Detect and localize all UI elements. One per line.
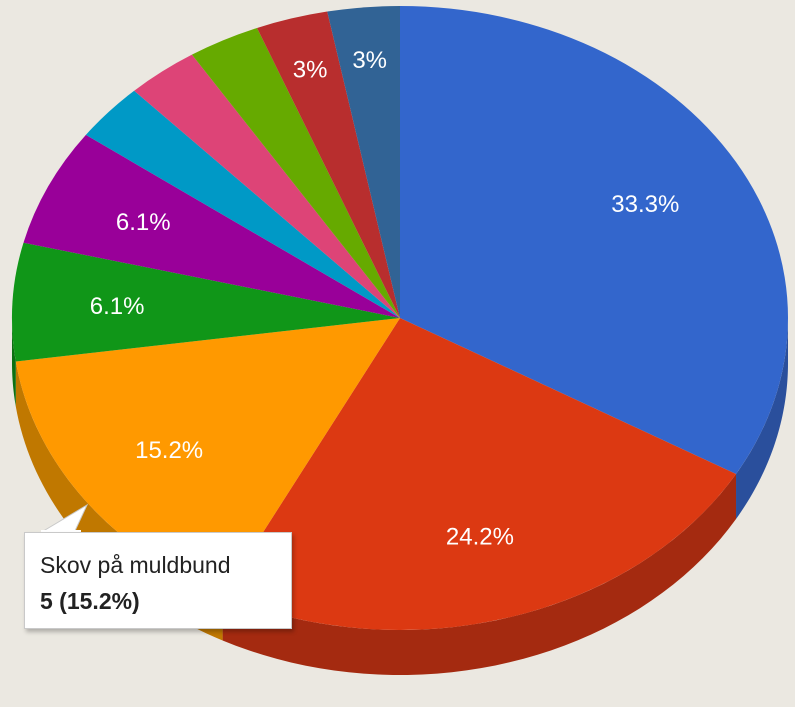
pie-slice-4[interactable] xyxy=(23,134,400,318)
pie-slice-2[interactable] xyxy=(15,318,400,596)
slice-label-4: 6.1% xyxy=(116,209,171,236)
pie-slice-6[interactable] xyxy=(134,54,400,318)
pie-slice-3[interactable] xyxy=(11,242,400,362)
pie-slices xyxy=(11,6,789,631)
pie-slice-8[interactable] xyxy=(257,11,400,318)
pie-slice-7[interactable] xyxy=(191,27,400,318)
slice-label-1: 24.2% xyxy=(446,524,514,551)
tooltip-slice-value: 5 (15.2%) xyxy=(40,588,140,614)
pie-side-3 xyxy=(12,318,16,407)
slice-labels: 33.3% 24.2% 15.2% 6.1% 6.1% 3% 3% xyxy=(90,47,680,550)
slice-label-9: 3% xyxy=(352,47,387,74)
slice-label-0: 33.3% xyxy=(611,191,679,218)
slice-label-3: 6.1% xyxy=(90,293,145,320)
pie-side-1 xyxy=(222,474,737,675)
pie-slice-9[interactable] xyxy=(327,6,400,318)
slice-tooltip: Skov på muldbund 5 (15.2%) xyxy=(24,532,292,629)
tooltip-slice-name: Skov på muldbund xyxy=(40,552,231,578)
pie-side-0 xyxy=(736,318,788,519)
pie-slice-1[interactable] xyxy=(222,318,737,631)
slice-label-2: 15.2% xyxy=(135,437,203,464)
pie-slice-5[interactable] xyxy=(85,90,400,318)
slice-label-8: 3% xyxy=(293,56,328,83)
pie-slice-0[interactable] xyxy=(400,6,789,474)
